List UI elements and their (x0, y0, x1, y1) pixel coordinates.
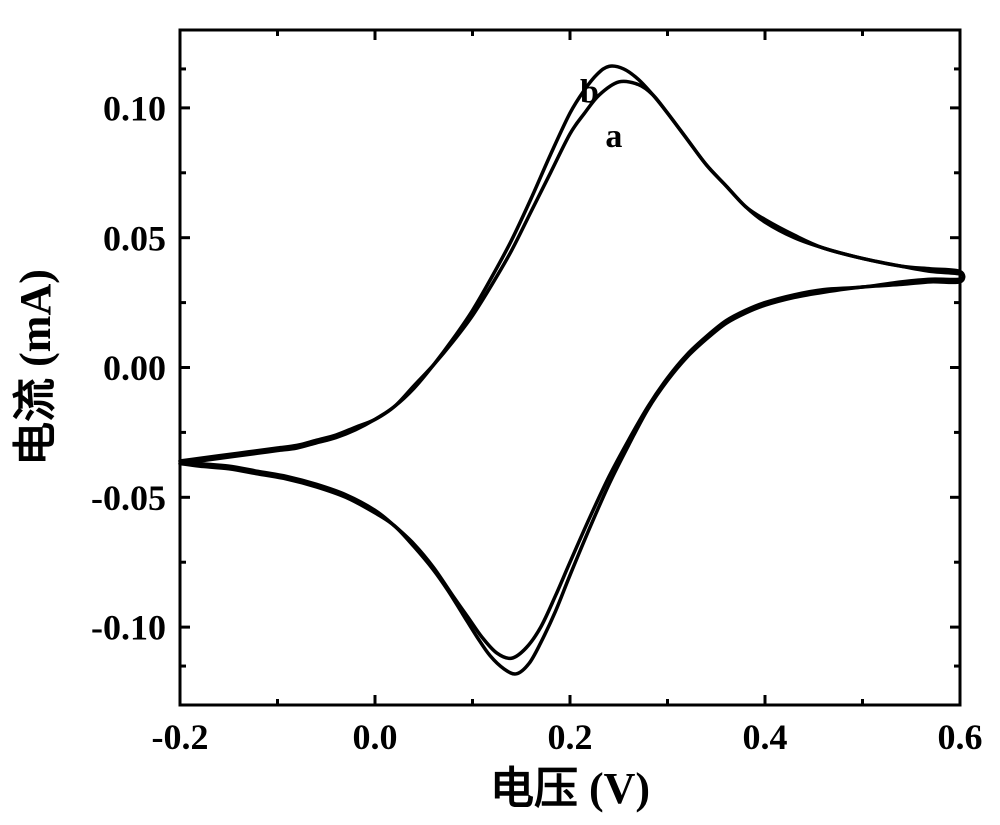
y-tick-label: 0.05 (103, 218, 166, 258)
x-tick-label: 0.0 (353, 717, 398, 757)
series-label-b: b (580, 74, 599, 111)
cv-chart-svg: -0.2 0.0 0.2 0.4 0.6 -0.10 -0.05 0.00 0.05 0.10 ab… (0, 0, 1000, 825)
x-tick-label: 0.6 (938, 717, 983, 757)
y-tick-label: -0.05 (91, 478, 166, 518)
y-tick-label: 0.10 (103, 88, 166, 128)
series-label-a: a (605, 118, 622, 155)
x-tick-label: -0.2 (152, 717, 209, 757)
cv-chart-container: -0.2 0.0 0.2 0.4 0.6 -0.10 -0.05 0.00 0.05 0.10 ab… (0, 0, 1000, 825)
y-tick-label: -0.10 (91, 608, 166, 648)
x-tick-label: 0.4 (743, 717, 788, 757)
y-axis-label: 电流 (mA) (11, 269, 60, 466)
y-tick-label: 0.00 (103, 348, 166, 388)
x-axis-label: 电压 (V) (490, 764, 650, 813)
x-tick-label: 0.2 (548, 717, 593, 757)
